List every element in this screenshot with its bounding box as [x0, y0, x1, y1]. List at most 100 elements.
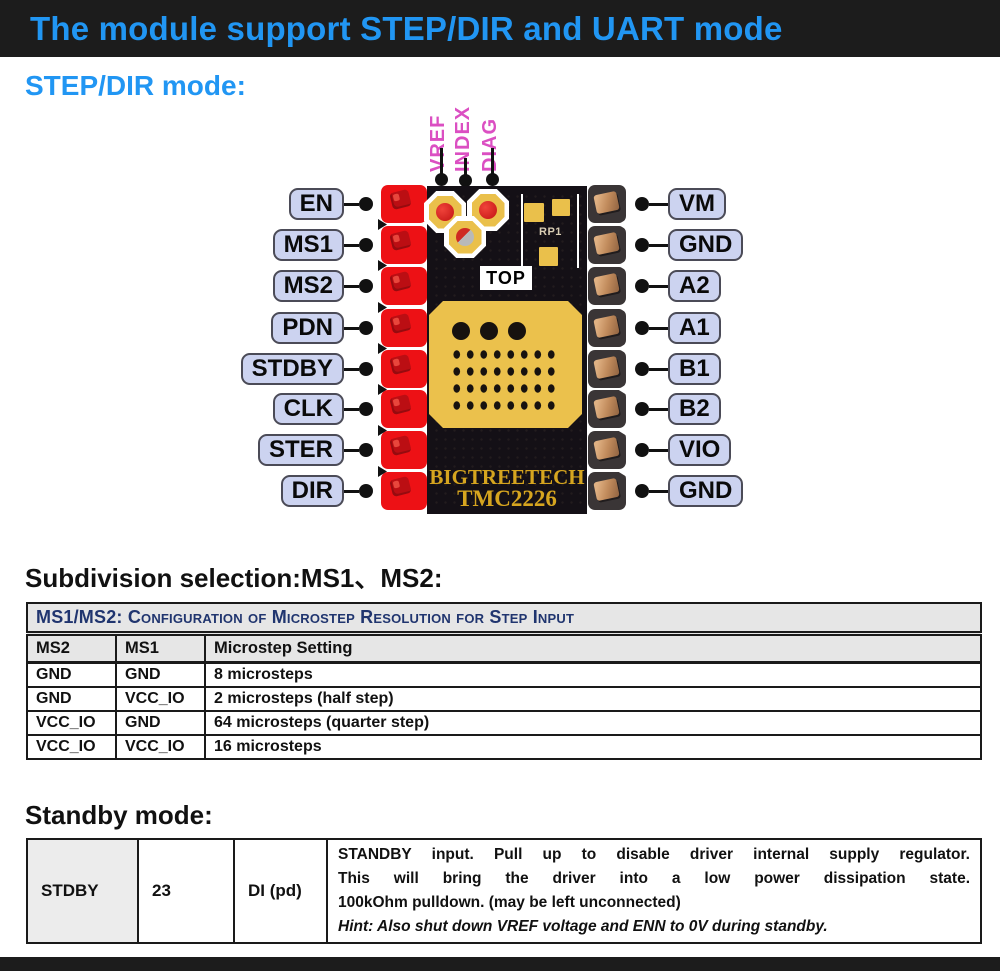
wire-dot: [359, 321, 373, 335]
table-row: VCC_IO GND 64 microsteps (quarter step): [26, 710, 982, 736]
standby-heading: Standby mode:: [25, 800, 213, 830]
wire: [649, 407, 668, 411]
rp1-pad: [524, 203, 544, 222]
pin-row-b1: B1: [635, 352, 805, 386]
cell-setting: 16 microsteps: [204, 734, 982, 760]
pin-label-ster: STER: [257, 434, 344, 466]
cell-ms2: GND: [26, 661, 117, 688]
pin-label-en: EN: [288, 188, 344, 220]
wire: [649, 202, 668, 206]
index-pad: [444, 216, 486, 258]
pin-label-vm: VM: [668, 188, 726, 220]
pin-label-vio: VIO: [668, 434, 732, 466]
wire-dot: [359, 484, 373, 498]
table-row: GND GND 8 microsteps: [26, 661, 982, 688]
bronze-pin-pad: [593, 477, 620, 502]
notch: [378, 219, 387, 230]
wire-dot: [635, 321, 649, 335]
red-pin-pad: [389, 229, 412, 252]
vref-wire-dot: [435, 173, 448, 186]
via-dot: [508, 322, 526, 340]
desc-line: This will bring the driver into a low po…: [338, 870, 970, 887]
pad-ring: [448, 220, 482, 254]
cell-ms1: GND: [115, 661, 206, 688]
wire: [344, 243, 359, 247]
wire-dot: [635, 238, 649, 252]
wire-dot: [635, 362, 649, 376]
desc-line: STANDBY input. Pull up to disable driver…: [338, 846, 970, 863]
col-header-ms2: MS2: [26, 632, 117, 664]
wire: [649, 367, 668, 371]
cell-ms2: GND: [26, 686, 117, 712]
rp1-pad: [539, 247, 558, 266]
red-header-cell: [381, 185, 427, 223]
wire: [649, 448, 668, 452]
bronze-pin-pad: [593, 355, 620, 380]
wire: [344, 367, 359, 371]
table-row: STDBY 23 DI (pd) STANDBY input. Pull up …: [26, 838, 982, 944]
pin-row-gnd2: GND: [635, 474, 805, 508]
dark-header-cell: [588, 185, 626, 223]
pin-label-clk: CLK: [272, 393, 344, 425]
wire: [344, 326, 359, 330]
banner-title: The module support STEP/DIR and UART mod…: [30, 10, 783, 47]
via-dot-grid: [450, 346, 558, 412]
stepdir-mode-heading: STEP/DIR mode:: [25, 70, 246, 101]
index-wire-dot: [459, 174, 472, 187]
pad-core: [456, 228, 474, 246]
top-banner: The module support STEP/DIR and UART mod…: [0, 0, 1000, 57]
red-header-cell: [381, 226, 427, 264]
pin-label-a2: A2: [668, 270, 721, 302]
notch: [378, 302, 387, 313]
notch: [618, 302, 627, 313]
cell-setting: 8 microsteps: [204, 661, 982, 688]
notch: [618, 343, 627, 354]
red-header-cell: [381, 390, 427, 428]
wire: [649, 489, 668, 493]
cell-ms1: VCC_IO: [115, 734, 206, 760]
notch: [618, 466, 627, 477]
red-pin-pad: [389, 393, 412, 416]
table-row: VCC_IO VCC_IO 16 microsteps: [26, 734, 982, 760]
desc-line: 100kOhm pulldown. (may be left unconnect…: [338, 894, 681, 911]
wire-dot: [359, 238, 373, 252]
cell-ms1: GND: [115, 710, 206, 736]
dark-header-cell: [588, 350, 626, 388]
standby-pin-name: STDBY: [26, 838, 139, 944]
rp1-label: RP1: [539, 226, 562, 238]
wire: [344, 448, 359, 452]
standby-pin-description: STANDBY input. Pull up to disable driver…: [326, 838, 982, 944]
red-pin-pad: [389, 312, 412, 335]
dark-header-cell: [588, 390, 626, 428]
wire-dot: [635, 402, 649, 416]
wire: [344, 489, 359, 493]
dark-header-cell: [588, 226, 626, 264]
wire-dot: [359, 443, 373, 457]
wire: [649, 326, 668, 330]
dark-header-cell: [588, 309, 626, 347]
wire-dot: [359, 362, 373, 376]
notch: [378, 466, 387, 477]
subdivision-heading: Subdivision selection:MS1、MS2:: [25, 563, 443, 593]
index-wire: [464, 158, 467, 176]
dark-header-cell: [588, 267, 626, 305]
bronze-pin-pad: [593, 436, 620, 461]
red-pin-pad: [389, 353, 412, 376]
pin-row-clk: CLK: [215, 392, 373, 426]
bronze-pin-pad: [593, 314, 620, 339]
top-pin-label-vref: VREF: [427, 114, 449, 172]
pin-label-dir: DIR: [280, 475, 344, 507]
red-header-cell: [381, 431, 427, 469]
standby-pin-type: DI (pd): [233, 838, 328, 944]
notch: [378, 260, 387, 271]
cell-setting: 2 microsteps (half step): [204, 686, 982, 712]
notch: [618, 425, 627, 436]
cell-ms1: VCC_IO: [115, 686, 206, 712]
bottom-bar: [0, 957, 1000, 971]
microstep-table: MS1/MS2: Configuration of Microstep Reso…: [26, 602, 982, 760]
col-header-ms1: MS1: [115, 632, 206, 664]
via-dot: [452, 322, 470, 340]
notch: [378, 425, 387, 436]
via-dot: [480, 322, 498, 340]
